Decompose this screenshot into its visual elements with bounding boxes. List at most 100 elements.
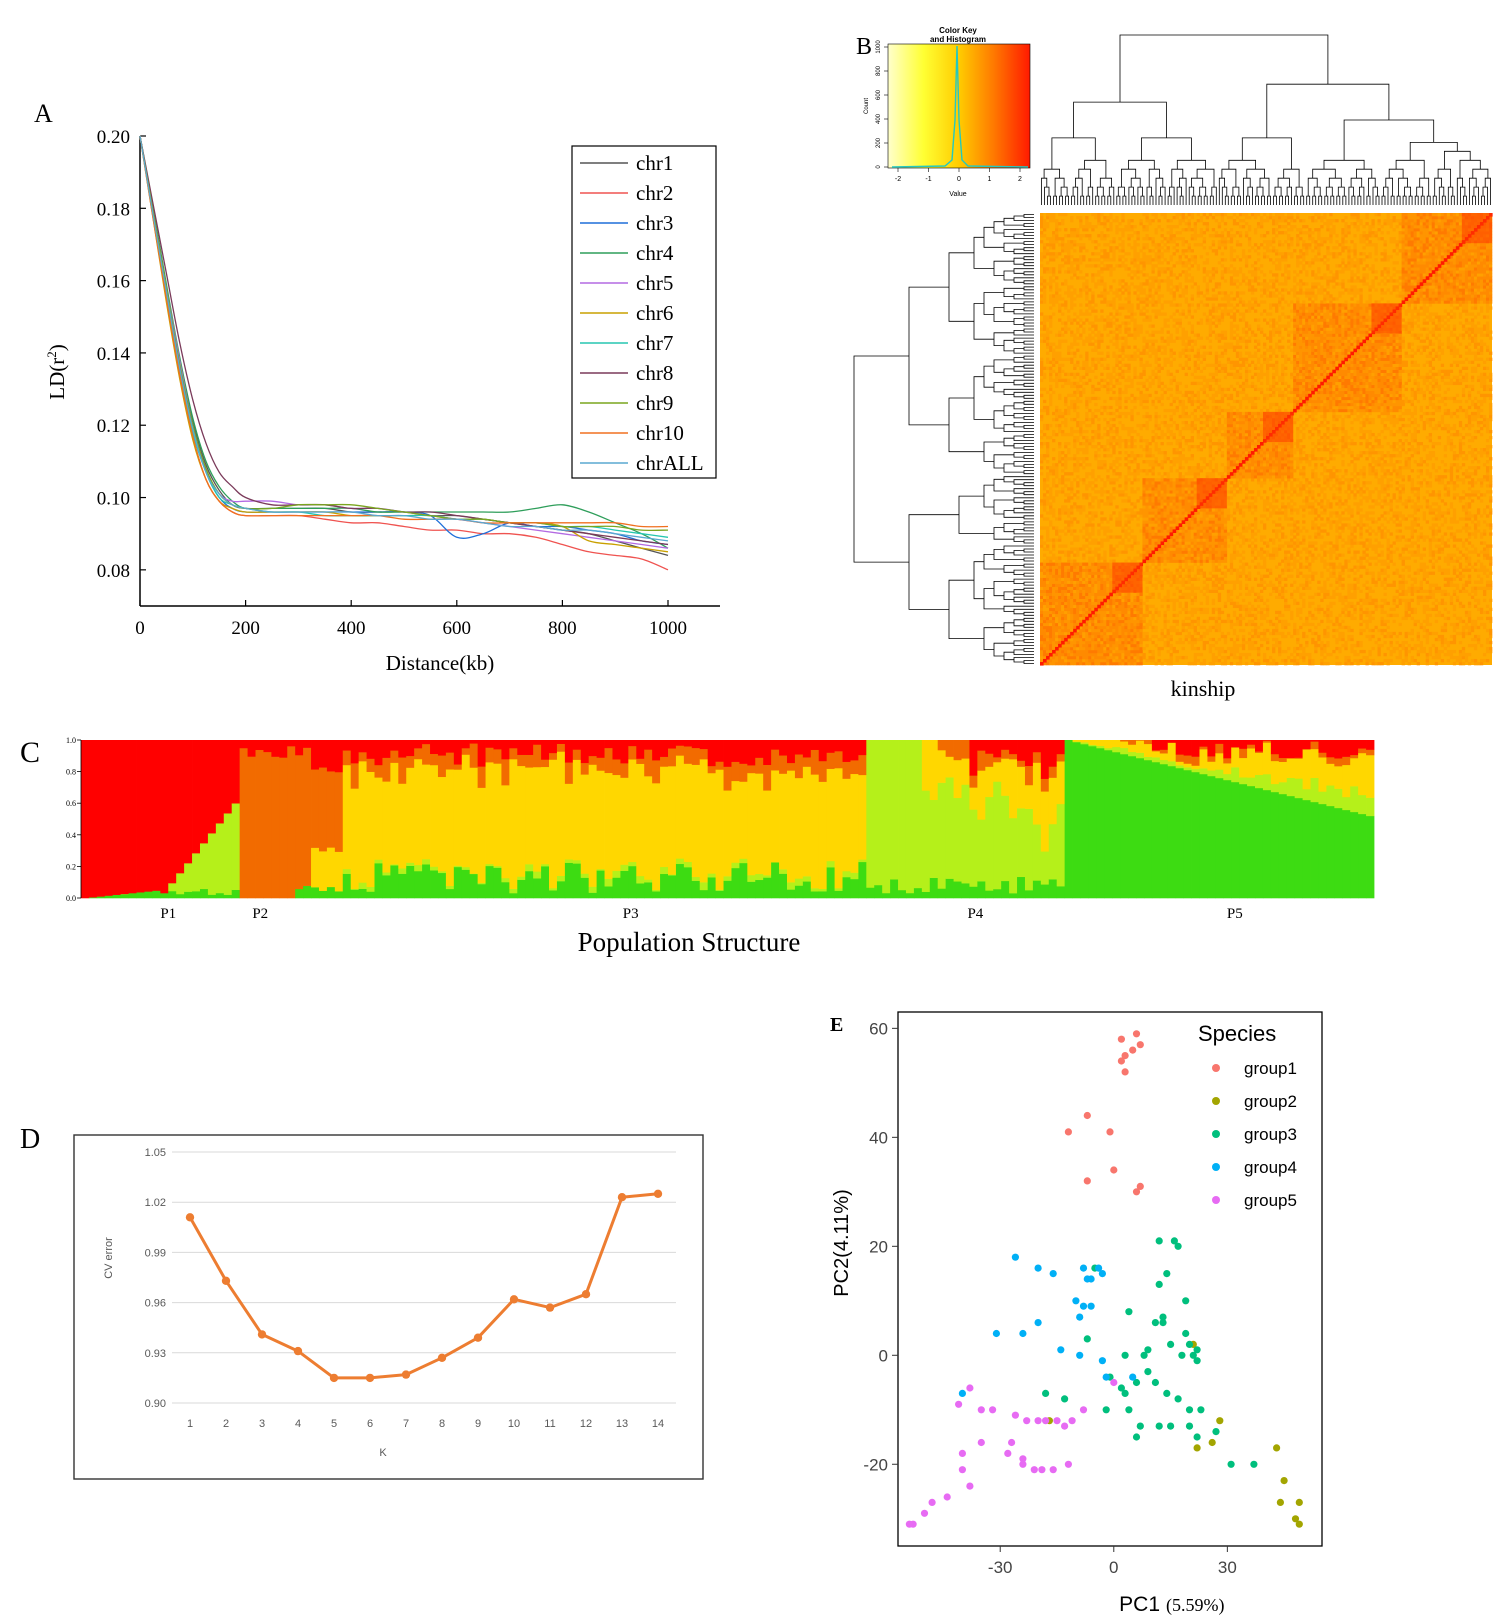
heatmap-cell <box>1163 414 1167 419</box>
heatmap-cell <box>1172 544 1176 548</box>
heatmap-cell <box>1106 571 1110 575</box>
heatmap-cell <box>1187 267 1191 271</box>
heatmap-cell <box>1187 625 1191 630</box>
heatmap-cell <box>1157 249 1161 253</box>
heatmap-cell <box>1151 490 1155 494</box>
heatmap-cell <box>1181 559 1185 563</box>
heatmap-cell <box>1154 348 1158 352</box>
heatmap-cell <box>1073 559 1077 563</box>
heatmap-cell <box>1187 502 1191 506</box>
heatmap-cell <box>1145 460 1149 464</box>
heatmap-cell <box>1097 282 1101 286</box>
heatmap-cell <box>1046 339 1050 343</box>
heatmap-cell <box>1124 550 1128 554</box>
heatmap-cell <box>1088 463 1092 467</box>
heatmap-cell <box>1085 628 1089 633</box>
heatmap-cell <box>1127 411 1131 416</box>
heatmap-cell <box>1058 408 1062 413</box>
heatmap-cell <box>1187 457 1191 461</box>
heatmap-cell <box>1115 432 1119 437</box>
heatmap-cell <box>1181 405 1185 410</box>
heatmap-cell <box>1094 550 1098 554</box>
heatmap-cell <box>1172 448 1176 452</box>
heatmap-cell <box>1043 219 1047 223</box>
heatmap-cell <box>1148 300 1152 304</box>
heatmap-cell <box>1091 631 1095 636</box>
heatmap-cell <box>1079 390 1083 395</box>
heatmap-cell <box>1166 559 1170 563</box>
heatmap-cell <box>1076 634 1080 639</box>
heatmap-cell <box>1145 423 1149 428</box>
heatmap-cell <box>1043 333 1047 337</box>
heatmap-cell <box>1040 607 1044 612</box>
heatmap-cell <box>1070 219 1074 223</box>
heatmap-cell <box>1127 514 1131 518</box>
heatmap-cell <box>1043 631 1047 636</box>
heatmap-cell <box>1193 559 1197 563</box>
heatmap-cell <box>1187 493 1191 497</box>
heatmap-cell <box>1046 640 1050 645</box>
dendrogram-branch <box>993 527 1014 540</box>
dendrogram-branch <box>1023 491 1034 496</box>
heatmap-cell <box>1076 562 1080 566</box>
heatmap-cell <box>1187 634 1191 639</box>
heatmap-cell <box>1160 345 1164 349</box>
heatmap-cell <box>1193 472 1197 476</box>
heatmap-cell <box>1187 499 1191 503</box>
heatmap-cell <box>1073 502 1077 506</box>
heatmap-cell <box>1100 493 1104 497</box>
heatmap-cell <box>1151 634 1155 639</box>
heatmap-cell <box>1175 285 1179 289</box>
heatmap-cell <box>1190 553 1194 557</box>
heatmap-cell <box>1061 661 1065 666</box>
heatmap-cell <box>1079 577 1083 581</box>
heatmap-cell <box>1076 577 1080 581</box>
heatmap-cell <box>1073 258 1077 262</box>
heatmap-cell <box>1145 300 1149 304</box>
heatmap-cell <box>1079 607 1083 612</box>
heatmap-cell <box>1064 550 1068 554</box>
heatmap-cell <box>1154 625 1158 630</box>
heatmap-cell <box>1094 631 1098 636</box>
heatmap-cell <box>1175 442 1179 446</box>
heatmap-cell <box>1175 318 1179 322</box>
heatmap-cell <box>1055 381 1059 386</box>
heatmap-cell <box>1148 502 1152 506</box>
heatmap-cell <box>1190 499 1194 503</box>
heatmap-cell <box>1160 499 1164 503</box>
heatmap-cell <box>1154 360 1158 364</box>
heatmap-cell <box>1160 435 1164 440</box>
heatmap-cell <box>1157 490 1161 494</box>
heatmap-cell <box>1082 505 1086 509</box>
heatmap-cell <box>1055 526 1059 530</box>
heatmap-cell <box>1187 592 1191 596</box>
heatmap-cell <box>1085 589 1089 593</box>
heatmap-cell <box>1070 484 1074 488</box>
heatmap-cell <box>1076 595 1080 599</box>
heatmap-cell <box>1139 634 1143 639</box>
heatmap-cell <box>1112 616 1116 621</box>
heatmap-cell <box>1085 655 1089 660</box>
heatmap-cell <box>1070 622 1074 627</box>
heatmap-cell <box>1145 493 1149 497</box>
heatmap-cell <box>1184 511 1188 515</box>
heatmap-cell <box>1139 643 1143 648</box>
heatmap-cell <box>1196 658 1200 663</box>
heatmap-cell <box>1142 652 1146 657</box>
heatmap-cell <box>1109 637 1113 642</box>
heatmap-cell <box>1154 279 1158 283</box>
heatmap-cell <box>1082 580 1086 584</box>
heatmap-cell <box>1076 439 1080 443</box>
heatmap-cell <box>1181 252 1185 256</box>
heatmap-cell <box>1130 508 1134 512</box>
heatmap-cell <box>1058 508 1062 512</box>
heatmap-cell <box>1193 655 1197 660</box>
heatmap-cell <box>1109 529 1113 533</box>
dendrogram-branch <box>1023 633 1034 637</box>
dendrogram-branch <box>1023 599 1034 604</box>
heatmap-cell <box>1079 610 1083 615</box>
heatmap-cell <box>1163 544 1167 548</box>
heatmap-cell <box>1142 535 1146 539</box>
heatmap-cell <box>1193 577 1197 581</box>
